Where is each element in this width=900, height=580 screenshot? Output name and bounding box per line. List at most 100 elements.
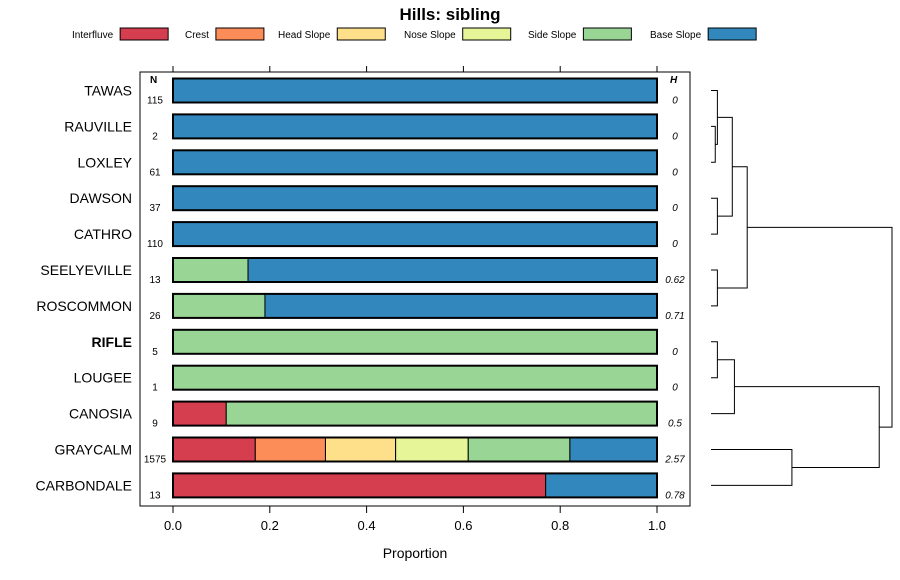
bar-outline-dawson [172,185,658,212]
n-value-tawas: 115 [147,96,163,107]
n-value-dawson: 37 [149,203,161,214]
n-value-carbondale: 13 [149,490,161,501]
row-label-carbondale: CARBONDALE [36,477,132,493]
legend-swatch-base-slope [707,27,757,41]
row-label-tawas: TAWAS [84,83,132,99]
legend-label-crest: Crest [185,30,209,41]
h-value-seelyeville: 0.62 [665,275,685,286]
row-label-canosia: CANOSIA [69,406,133,422]
n-value-canosia: 9 [152,419,158,430]
bar-segment-seelyeville-side-slope [172,257,249,283]
dendrogram-link-3 [711,197,718,235]
bar-segment-rauville-base-slope [172,113,658,139]
row-label-cathro: CATHRO [74,226,132,242]
bar-segment-graycalm-head-slope [324,437,397,462]
h-value-dawson: 0 [672,203,678,214]
x-tick-label-4: 0.8 [551,518,569,533]
h-value-roscommon: 0.71 [665,311,684,322]
legend-label-nose-slope: Nose Slope [404,30,456,41]
bar-segment-graycalm-side-slope [467,437,571,462]
row-label-roscommon: ROSCOMMON [36,298,132,314]
dendrogram-link-11 [747,226,893,428]
x-tick-label-2: 0.4 [358,518,376,533]
x-tick-label-3: 0.6 [454,518,472,533]
bar-segment-roscommon-side-slope [172,293,266,319]
bar-segment-tawas-base-slope [172,78,658,103]
n-value-roscommon: 26 [149,311,161,322]
bar-outline-canosia [172,400,658,427]
legend-swatch-crest [215,27,265,41]
bar-segment-graycalm-crest [254,437,326,462]
bar-segment-loxley-base-slope [172,149,658,175]
dendrogram-link-2 [711,90,718,145]
legend-label-head-slope: Head Slope [278,30,331,41]
dendrogram-link-5 [711,269,718,307]
row-label-loxley: LOXLEY [78,154,133,170]
bar-outline-rifle [172,328,658,355]
plot-frame [139,71,691,507]
row-label-dawson: DAWSON [70,190,132,206]
n-value-lougee: 1 [152,383,158,394]
row-label-graycalm: GRAYCALM [54,442,132,458]
bar-outline-carbondale [172,472,658,499]
n-header: N [150,75,157,86]
x-tick-label-1: 0.2 [261,518,279,533]
dendrogram-link-10 [734,386,880,468]
bar-outline-rauville [172,113,658,140]
bar-segment-carbondale-base-slope [545,472,658,498]
bar-segment-lougee-side-slope [172,365,658,391]
bar-outline-cathro [172,221,658,248]
x-tick-label-5: 1.0 [648,518,666,533]
bar-segment-seelyeville-base-slope [247,257,658,283]
bar-outline-loxley [172,149,658,176]
bar-segment-graycalm-base-slope [569,437,658,462]
legend-label-base-slope: Base Slope [650,30,702,41]
bars-group [172,77,658,499]
dendrogram [711,90,893,486]
n-value-seelyeville: 13 [149,275,161,286]
bar-segment-cathro-base-slope [172,221,658,247]
h-value-carbondale: 0.78 [665,490,685,501]
n-values: 115 2 61 37 110 13 26 5 1 9 1575 13 [144,96,167,502]
legend-swatch-nose-slope [462,27,512,41]
dendrogram-link-1 [711,125,716,163]
bar-outline-graycalm [172,436,658,463]
legend-label-interfluve: Interfluve [72,30,114,41]
x-axis-label: Proportion [383,545,448,561]
h-value-loxley: 0 [672,167,678,178]
h-value-canosia: 0.5 [668,419,682,430]
bar-segment-rifle-side-slope [172,329,658,355]
legend-label-side-slope: Side Slope [528,30,577,41]
dendrogram-link-8 [711,359,735,415]
bar-segment-canosia-interfluve [172,401,227,427]
dendrogram-link-9 [711,449,793,486]
row-labels: TAWAS RAUVILLE LOXLEY DAWSON CATHRO SEELYEVIL… [36,83,133,494]
bar-segment-roscommon-base-slope [264,293,658,319]
dendrogram-link-7 [711,341,718,379]
legend-swatch-side-slope [582,27,632,41]
bar-segment-carbondale-interfluve [172,472,547,498]
bar-segment-graycalm-interfluve [172,437,256,462]
h-value-rauville: 0 [672,131,678,142]
n-value-cathro: 110 [147,239,163,250]
x-axis: 0.0 0.2 0.4 0.6 0.8 1.0 [164,506,666,533]
legend: Interfluve Crest Head Slope Nose Slope Side … [72,27,757,41]
bar-outline-seelyeville [172,257,658,283]
h-value-cathro: 0 [672,239,678,250]
bar-outline-lougee [172,364,658,391]
row-label-rauville: RAUVILLE [64,118,132,134]
legend-swatch-head-slope [336,27,386,41]
h-value-rifle: 0 [672,347,678,358]
dendrogram-link-4 [717,116,733,217]
x-tick-label-0: 0.0 [164,518,182,533]
h-value-graycalm: 2.57 [664,455,685,466]
bar-outline-tawas [172,77,658,104]
bar-segment-graycalm-nose-slope [395,437,469,462]
bar-segment-dawson-base-slope [172,185,658,211]
row-label-rifle: RIFLE [92,334,132,350]
top-axis-ticks [172,66,658,72]
h-values: 0 0 0 0 0 0.62 0.71 0 0 0.5 2.57 0.78 [664,96,685,502]
h-value-tawas: 0 [672,96,678,107]
h-header: H [670,75,678,86]
n-value-rauville: 2 [152,131,158,142]
